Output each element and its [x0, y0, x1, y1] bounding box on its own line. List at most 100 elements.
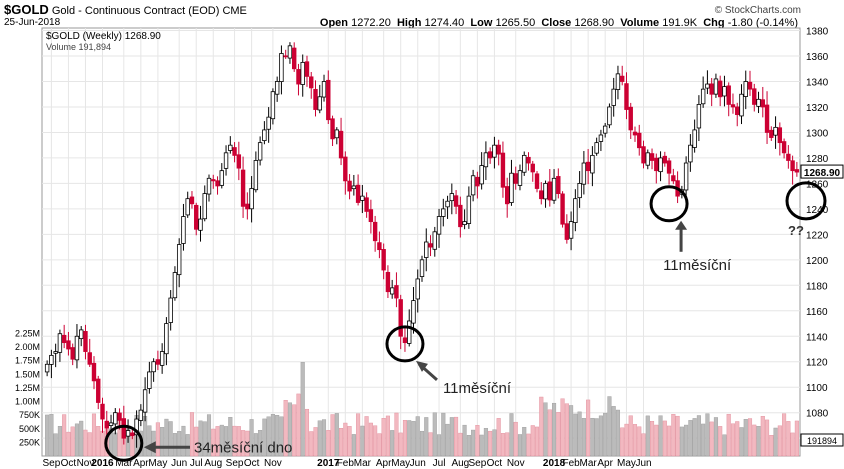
volume-bar [458, 432, 463, 457]
volume-bar [419, 430, 425, 457]
volume-bar [590, 417, 595, 457]
date-tick-label: Jun [410, 458, 426, 469]
volume-bar [287, 402, 292, 457]
volume-tick-label: 1.00M [15, 397, 40, 407]
date-tick-label: Jun [635, 458, 651, 469]
candle-body [594, 142, 599, 154]
candle-body [240, 169, 246, 207]
candle-body [394, 285, 399, 299]
price-tick-label: 1080 [806, 409, 829, 420]
candle-body [385, 271, 391, 293]
date-tick-label: Nov [77, 458, 95, 469]
date-tick-label: Feb [562, 458, 580, 469]
candle-body [389, 287, 395, 295]
candle-body [777, 127, 783, 144]
volume-bar [321, 419, 327, 457]
candle-body [730, 104, 736, 108]
date-tick-label: Sep [226, 458, 244, 469]
candle-body [159, 351, 165, 366]
volume-bar [556, 412, 561, 457]
volume-bar [569, 405, 574, 457]
candle-body [223, 152, 229, 169]
price-tick-label: 1140 [806, 332, 828, 343]
volume-bar [705, 413, 710, 457]
volume-bar [202, 421, 207, 457]
volume-bar [586, 399, 591, 457]
candle-body [713, 78, 719, 95]
candle-body [292, 47, 297, 70]
candle-body [449, 193, 455, 202]
volume-tick-label: 2.00M [15, 342, 40, 352]
volume-bar [300, 362, 305, 457]
volume-bar [615, 409, 620, 457]
watermark: © StockCharts.com [714, 5, 801, 16]
volume-bar [534, 426, 540, 457]
candle-body [671, 175, 676, 182]
volume-bar [730, 423, 736, 457]
price-tick-label: 1320 [806, 103, 829, 114]
date-tick-label: Oct [244, 458, 260, 469]
date-tick-label: Apr [133, 458, 149, 469]
candle-body [432, 231, 437, 250]
annotation-label: 11měsíční [443, 380, 512, 397]
volume-bar [343, 422, 348, 457]
volume-bar [83, 429, 88, 457]
volume-bar [398, 432, 403, 457]
volume-bar [317, 420, 322, 457]
date-tick-label: 2017 [317, 458, 340, 469]
candle-body [279, 53, 284, 82]
open-label: Open [319, 17, 349, 29]
volume-bar [747, 418, 753, 457]
volume-bar [313, 427, 318, 457]
title-line: $GOLD Gold - Continuous Contract (EOD) C… [4, 2, 247, 17]
volume-bar [624, 423, 629, 457]
candle-body [198, 218, 203, 231]
volume-bar [471, 429, 476, 457]
candle-body [539, 190, 544, 200]
instrument-name: Gold - Continuous Contract (EOD) [51, 5, 220, 17]
candle-body [53, 351, 58, 354]
volume-bar [74, 423, 79, 457]
volume-bar [245, 430, 250, 457]
candle-body [79, 329, 84, 340]
candle-body [466, 195, 472, 224]
volume-bar [164, 418, 169, 457]
candle-body [453, 195, 459, 207]
date-tick-label: Mar [580, 458, 598, 469]
volume-bar [258, 430, 263, 457]
candle-body [338, 130, 344, 159]
candle-body [424, 241, 429, 258]
volume-bar [368, 422, 373, 457]
candle-body [283, 55, 288, 58]
volume-bar [219, 424, 224, 457]
candle-body [172, 272, 178, 299]
close-value: 1268.90 [574, 17, 615, 29]
candle-body [632, 131, 638, 136]
candle-body [441, 208, 446, 217]
volume-bar [189, 412, 194, 457]
volume-bar [466, 435, 471, 457]
volume-bar [492, 429, 497, 457]
candle-body [253, 160, 259, 191]
volume-bar [449, 417, 454, 457]
candle-body [743, 81, 748, 97]
candle-body [296, 69, 301, 85]
date-tick-label: Aug [451, 458, 469, 469]
volume-bar [100, 430, 105, 457]
price-legend: $GOLD (Weekly) 1268.90 [46, 31, 161, 42]
volume-bar [79, 420, 84, 457]
date-tick-label: 2016 [91, 458, 114, 469]
candle-body [202, 193, 207, 220]
candle-body [462, 221, 467, 225]
candle-body [61, 334, 67, 344]
volume-bar [407, 420, 412, 457]
candle-body [683, 162, 689, 191]
price-tick-label: 1200 [806, 256, 829, 267]
volume-bar [185, 434, 190, 457]
volume-tick-label: 1.50M [15, 369, 40, 379]
candle-body [573, 198, 578, 224]
volume-bar [360, 425, 365, 457]
volume-legend: Volume 191,894 [46, 42, 111, 52]
candle-body [560, 193, 565, 225]
candle-body [347, 180, 352, 192]
